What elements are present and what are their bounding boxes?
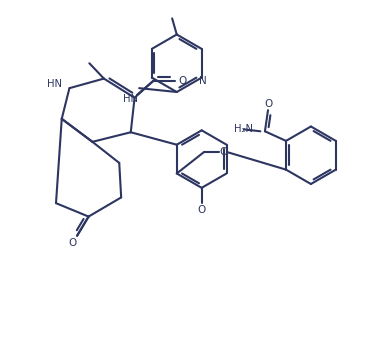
Text: O: O [265, 99, 273, 109]
Text: O: O [219, 147, 228, 157]
Text: O: O [178, 76, 187, 86]
Text: HN: HN [123, 94, 138, 104]
Text: O: O [68, 238, 76, 248]
Text: N: N [199, 76, 207, 86]
Text: O: O [197, 205, 206, 215]
Text: HN: HN [47, 79, 62, 89]
Text: H₂N: H₂N [234, 125, 253, 134]
